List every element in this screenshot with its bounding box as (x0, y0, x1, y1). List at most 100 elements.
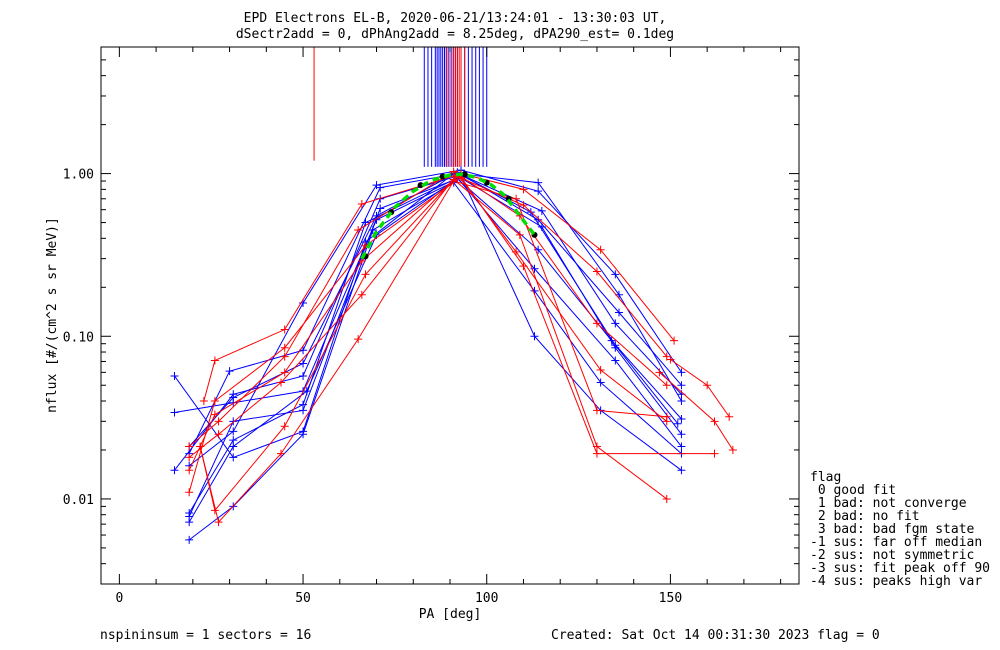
data-layer (170, 47, 737, 544)
series-point (614, 308, 623, 317)
x-tick-label: 150 (659, 591, 682, 606)
series-point (592, 319, 601, 328)
series-point (280, 352, 289, 361)
y-tick-label: 0.10 (63, 330, 94, 345)
series-point (229, 417, 238, 426)
series-point (596, 366, 605, 375)
series-point (199, 396, 208, 405)
series-point (673, 419, 682, 428)
fit-marker (461, 171, 468, 178)
series-point (611, 319, 620, 328)
chart-title-line-2: dSectr2add = 0, dPhAng2add = 8.25deg, dP… (236, 27, 674, 42)
series-point (537, 206, 546, 215)
series-point (519, 201, 528, 210)
series-point (354, 226, 363, 235)
series-line (188, 176, 715, 493)
series-point (299, 400, 308, 409)
series-line (188, 169, 682, 467)
series-point (299, 430, 308, 439)
series-point (185, 442, 194, 451)
x-tick-label: 100 (475, 591, 498, 606)
flag-legend: flag 0 good fit 1 bad: not converge 2 ba… (810, 470, 990, 589)
series-point (677, 430, 686, 439)
series-line (659, 371, 734, 451)
series-line (188, 173, 668, 458)
series-point (368, 226, 377, 235)
series-line (188, 173, 682, 454)
series-point (214, 430, 223, 439)
series-point (592, 449, 601, 458)
series-point (611, 356, 620, 365)
y-tick-label: 1.00 (63, 168, 94, 183)
series-point (185, 466, 194, 475)
legend-item: 3 bad: bad fgm state (810, 522, 975, 537)
series-point (710, 417, 719, 426)
series-point (530, 332, 539, 341)
series-point (185, 453, 194, 462)
series-point (677, 368, 686, 377)
series-point (357, 290, 366, 299)
series-point (229, 453, 238, 462)
x-axis: 0 50 100 150 (115, 47, 782, 606)
legend-item: 2 bad: no fit (810, 509, 920, 524)
series-point (611, 341, 620, 350)
series-point (280, 368, 289, 377)
series-point (534, 187, 543, 196)
legend-item: -2 sus: not symmetric (810, 548, 974, 563)
legend-item: 0 good fit (810, 483, 896, 498)
legend-item: -4 sus: peaks high var (810, 574, 982, 589)
series-point (677, 415, 686, 424)
series-point (666, 355, 675, 364)
series-point (519, 185, 528, 194)
series-point (515, 230, 524, 239)
series-point (662, 417, 671, 426)
series-point (611, 270, 620, 279)
y-axis-label: nflux [#/(cm^2 s sr MeV)] (45, 217, 60, 413)
y-tick-label: 0.01 (63, 493, 94, 508)
series-point (185, 488, 194, 497)
chart-title-line-1: EPD Electrons EL-B, 2020-06-21/13:24:01 … (244, 11, 667, 26)
x-tick-label: 0 (115, 591, 123, 606)
series-point (677, 442, 686, 451)
series-line (188, 171, 682, 447)
x-tick-label: 50 (295, 591, 311, 606)
series-point (210, 356, 219, 365)
series-point (677, 466, 686, 475)
series-point (277, 378, 286, 387)
series-line (188, 178, 682, 517)
series-point (229, 398, 238, 407)
series-line (188, 174, 682, 523)
series-point (280, 343, 289, 352)
series-point (354, 335, 363, 344)
series-point (225, 367, 234, 376)
fit-marker (417, 182, 424, 189)
series-line (188, 177, 682, 514)
series-point (185, 518, 194, 527)
series-point (655, 368, 664, 377)
series-point (670, 336, 679, 345)
series-point (277, 449, 286, 458)
series-point (170, 408, 179, 417)
legend-item: -3 sus: fit peak off 90 (810, 561, 990, 576)
series-line (203, 173, 675, 402)
series-point (677, 396, 686, 405)
series-point (662, 381, 671, 390)
series-point (280, 325, 289, 334)
series-point (229, 390, 238, 399)
series-point (361, 270, 370, 279)
series-point (596, 245, 605, 254)
series-point (512, 194, 521, 203)
series-point (607, 336, 616, 345)
series-line (199, 180, 667, 524)
series-point (299, 359, 308, 368)
series-point (703, 381, 712, 390)
series-point (210, 396, 219, 405)
legend-item: -1 sus: far off median (810, 535, 982, 550)
series-line (188, 175, 668, 471)
series-point (210, 410, 219, 419)
series-point (280, 422, 289, 431)
footer-left: nspininsum = 1 sectors = 16 (100, 628, 311, 643)
legend-title: flag (810, 470, 841, 485)
series-point (376, 204, 385, 213)
